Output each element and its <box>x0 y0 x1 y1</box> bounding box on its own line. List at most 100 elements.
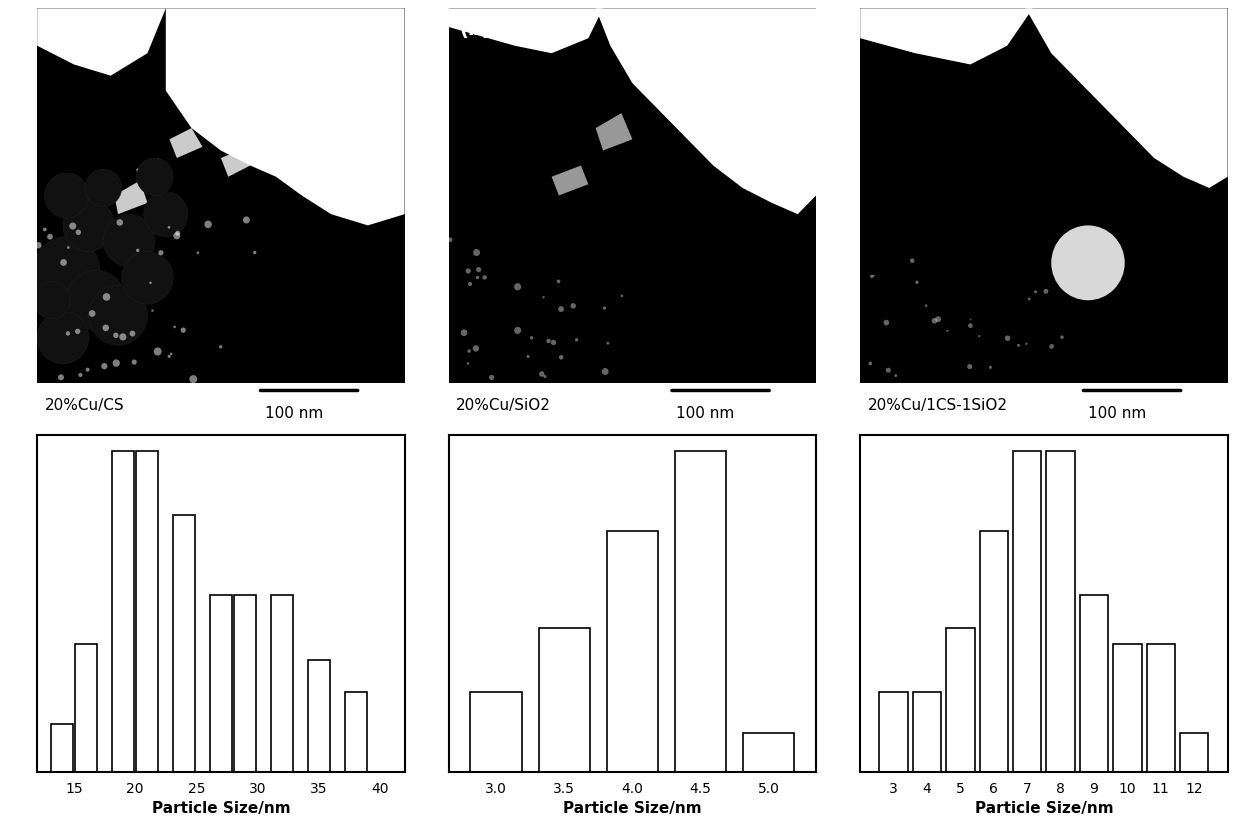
Circle shape <box>103 325 109 331</box>
Circle shape <box>103 293 110 300</box>
Circle shape <box>66 331 71 335</box>
Circle shape <box>601 368 609 375</box>
Circle shape <box>243 217 249 223</box>
Bar <box>174 515 195 772</box>
Circle shape <box>122 251 174 304</box>
Circle shape <box>884 320 889 325</box>
Circle shape <box>1017 344 1019 347</box>
Circle shape <box>102 363 108 369</box>
Bar <box>1047 451 1075 772</box>
Circle shape <box>489 375 495 380</box>
Circle shape <box>89 310 95 317</box>
Polygon shape <box>1025 8 1228 188</box>
Circle shape <box>69 222 76 230</box>
Circle shape <box>461 330 467 336</box>
Circle shape <box>149 281 151 284</box>
Text: (b): (b) <box>460 20 491 38</box>
Text: 100 nm: 100 nm <box>265 406 324 421</box>
Circle shape <box>476 276 480 279</box>
Circle shape <box>620 295 624 297</box>
Circle shape <box>603 306 606 310</box>
Circle shape <box>159 250 164 256</box>
Polygon shape <box>136 158 166 188</box>
Circle shape <box>873 275 874 276</box>
Circle shape <box>543 375 547 378</box>
Circle shape <box>467 282 472 286</box>
Bar <box>538 627 590 772</box>
Text: 100 nm: 100 nm <box>677 406 735 421</box>
Bar <box>1114 643 1142 772</box>
Circle shape <box>946 330 949 332</box>
Circle shape <box>33 281 71 319</box>
Text: (d): (d) <box>872 20 903 38</box>
Circle shape <box>86 368 89 372</box>
Circle shape <box>466 362 470 364</box>
Circle shape <box>467 349 471 353</box>
Bar <box>946 627 975 772</box>
Circle shape <box>539 371 544 377</box>
Circle shape <box>181 327 186 333</box>
Circle shape <box>167 226 170 229</box>
Circle shape <box>870 275 873 278</box>
Bar <box>470 691 522 772</box>
Bar <box>1080 595 1109 772</box>
X-axis label: Particle Size/nm: Particle Size/nm <box>563 801 702 816</box>
Circle shape <box>33 237 99 304</box>
Circle shape <box>559 355 563 359</box>
Polygon shape <box>37 8 166 76</box>
Circle shape <box>58 374 64 380</box>
Circle shape <box>1025 343 1028 345</box>
Circle shape <box>154 348 161 355</box>
Circle shape <box>970 319 971 320</box>
Circle shape <box>482 276 487 280</box>
Circle shape <box>474 249 480 256</box>
Bar <box>1147 643 1176 772</box>
Circle shape <box>37 311 88 364</box>
Circle shape <box>1004 335 1011 341</box>
Polygon shape <box>595 8 816 214</box>
Circle shape <box>144 192 187 237</box>
Circle shape <box>1044 289 1048 294</box>
Circle shape <box>910 258 914 263</box>
Circle shape <box>570 303 575 309</box>
Circle shape <box>967 364 972 369</box>
Circle shape <box>606 342 609 344</box>
Circle shape <box>151 310 154 312</box>
Circle shape <box>67 271 125 330</box>
Circle shape <box>86 169 122 207</box>
Circle shape <box>476 267 481 272</box>
Bar <box>51 724 73 772</box>
Circle shape <box>197 251 200 254</box>
Circle shape <box>174 325 176 328</box>
Circle shape <box>472 345 479 352</box>
Circle shape <box>170 353 172 355</box>
Circle shape <box>103 214 155 266</box>
Bar <box>308 660 330 772</box>
Circle shape <box>527 355 529 358</box>
Bar <box>1180 734 1209 772</box>
Circle shape <box>894 374 897 377</box>
Circle shape <box>547 339 551 343</box>
Circle shape <box>448 237 453 242</box>
Circle shape <box>253 251 257 254</box>
Polygon shape <box>170 128 202 158</box>
Circle shape <box>1034 290 1037 293</box>
Bar <box>606 531 658 772</box>
Circle shape <box>1060 335 1064 339</box>
Circle shape <box>205 221 212 228</box>
Circle shape <box>931 318 937 324</box>
Circle shape <box>35 242 42 248</box>
Circle shape <box>915 281 919 284</box>
Bar <box>272 595 293 772</box>
Bar <box>879 691 908 772</box>
Circle shape <box>61 259 67 266</box>
Circle shape <box>515 327 521 334</box>
Circle shape <box>136 249 139 252</box>
Circle shape <box>1052 226 1125 300</box>
Circle shape <box>529 336 533 339</box>
Bar <box>210 595 232 772</box>
Text: 100 nm: 100 nm <box>1087 406 1146 421</box>
Circle shape <box>67 247 69 249</box>
Circle shape <box>551 339 557 345</box>
Circle shape <box>131 359 136 364</box>
